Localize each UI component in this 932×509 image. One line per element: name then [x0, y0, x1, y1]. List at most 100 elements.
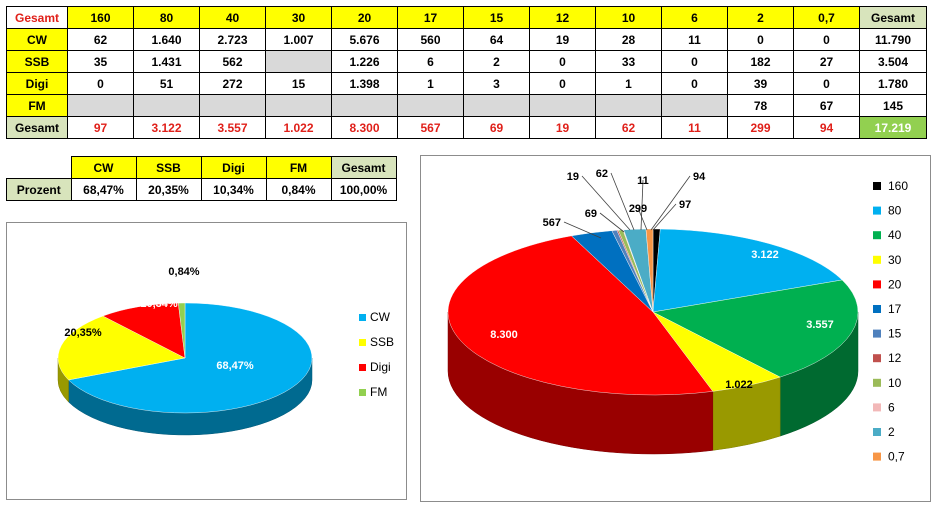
- table-cell: 560: [397, 28, 464, 51]
- blank-cell: [7, 157, 72, 179]
- table-row: SSB 35 1.431 562 1.226 6 2 0 33 0 182 27 3.504: [6, 50, 927, 73]
- percent-value: 10,34%: [200, 178, 267, 201]
- row-label: CW: [6, 28, 68, 51]
- legend-entry: 2: [888, 425, 895, 439]
- table-cell: 1.431: [133, 50, 200, 73]
- table-cell: 0: [67, 72, 134, 95]
- table-cell: 51: [133, 72, 200, 95]
- total-cell: 3.557: [199, 116, 266, 139]
- row-total: 3.504: [859, 50, 927, 73]
- legend-entry: 17: [888, 302, 902, 316]
- percent-row-label: Prozent: [6, 178, 72, 201]
- table-cell: [199, 94, 266, 117]
- total-cell: 8.300: [331, 116, 398, 139]
- percent-table: CW SSB Digi FM Gesamt Prozent 68,47% 20,35% 10,3…: [6, 156, 397, 201]
- legend-entry: 12: [888, 351, 902, 365]
- column-header: 6: [661, 6, 728, 29]
- percent-header: Digi: [200, 156, 267, 179]
- legend-swatch: [359, 339, 366, 346]
- column-header: 17: [397, 6, 464, 29]
- legend-swatch: [873, 403, 881, 412]
- legend-swatch: [873, 378, 881, 387]
- pie-slice-CW: [68, 302, 313, 414]
- column-header: 0,7: [793, 6, 860, 29]
- legend-swatch: [873, 182, 881, 190]
- table-cell: [331, 94, 398, 117]
- table-cell: 67: [793, 94, 860, 117]
- row-label: FM: [6, 94, 68, 117]
- mode-pie-chart: 68,47% 20,35% 10,34% 0,84% CW SSB Digi FM: [6, 222, 407, 500]
- percent-row: Prozent 68,47% 20,35% 10,34% 0,84% 100,00%: [6, 178, 397, 201]
- pie-slice-Digi: [102, 302, 186, 359]
- legend-entry: 160: [888, 179, 908, 193]
- table-cell: [595, 94, 662, 117]
- data-label: 3.557: [806, 319, 834, 331]
- pie-slice-SSB: [57, 315, 186, 381]
- legend-swatch: [873, 280, 881, 289]
- table-cell: 0: [793, 72, 860, 95]
- table-cell: 2.723: [199, 28, 266, 51]
- table-cell: 3: [463, 72, 530, 95]
- table-cell: 1.398: [331, 72, 398, 95]
- total-cell: 19: [529, 116, 596, 139]
- mode-pie-svg: 68,47% 20,35% 10,34% 0,84% CW SSB Digi FM: [57, 266, 394, 436]
- total-cell: 69: [463, 116, 530, 139]
- percent-header: SSB: [135, 156, 202, 179]
- data-label: 97: [679, 199, 691, 211]
- percent-header: FM: [265, 156, 332, 179]
- table-cell: [265, 50, 332, 73]
- data-label: 69: [585, 208, 597, 220]
- grand-total: 17.219: [859, 116, 927, 139]
- percent-header-row: CW SSB Digi FM Gesamt: [7, 156, 397, 179]
- pie-slice-0,7: [645, 228, 654, 313]
- data-label: 94: [693, 171, 706, 183]
- percent-header: CW: [70, 156, 137, 179]
- leader-line: [652, 203, 677, 231]
- percent-value: 0,84%: [265, 178, 332, 201]
- table-cell: 1: [397, 72, 464, 95]
- table-cell: [133, 94, 200, 117]
- table-row: Digi 0 51 272 15 1.398 1 3 0 1 0 39 0 1.780: [6, 72, 927, 95]
- total-row: Gesamt 97 3.122 3.557 1.022 8.300 567 69 19 62 11 2…: [6, 116, 927, 139]
- table-cell: [67, 94, 134, 117]
- table-cell: 0: [529, 72, 596, 95]
- legend-entry: 10: [888, 376, 902, 390]
- leader-line: [599, 212, 625, 233]
- row-label: Digi: [6, 72, 68, 95]
- data-label: 11: [637, 175, 649, 187]
- table-cell: 272: [199, 72, 266, 95]
- table-cell: 15: [265, 72, 332, 95]
- pie-slices: [57, 302, 313, 414]
- table-row: CW 62 1.640 2.723 1.007 5.676 560 64 19 28 11 0 0 11.…: [6, 28, 927, 51]
- column-header: 12: [529, 6, 596, 29]
- legend-entry: Digi: [370, 360, 391, 374]
- corner-cell: Gesamt: [6, 6, 68, 29]
- pie-slice-40: [652, 279, 859, 378]
- data-label: 19: [567, 171, 579, 183]
- data-label: 68,47%: [216, 360, 254, 372]
- column-header: 40: [199, 6, 266, 29]
- table-cell: 64: [463, 28, 530, 51]
- table-cell: 1.007: [265, 28, 332, 51]
- legend-swatch: [873, 354, 881, 363]
- legend-entry: 0,7: [888, 450, 905, 464]
- table-cell: 6: [397, 50, 464, 73]
- table-cell: 562: [199, 50, 266, 73]
- column-header: 15: [463, 6, 530, 29]
- table-cell: 1.640: [133, 28, 200, 51]
- legend-swatch: [873, 255, 881, 264]
- data-label: 567: [543, 217, 561, 229]
- legend-entry: 40: [888, 228, 902, 242]
- total-cell: 62: [595, 116, 662, 139]
- column-header: 160: [67, 6, 134, 29]
- legend-swatch: [873, 305, 881, 313]
- leader-line: [650, 175, 691, 231]
- legend-entry: 6: [888, 400, 895, 414]
- table-cell: 5.676: [331, 28, 398, 51]
- column-header: 2: [727, 6, 794, 29]
- percent-value: 68,47%: [70, 178, 137, 201]
- data-label: 299: [629, 203, 647, 215]
- total-cell: 3.122: [133, 116, 200, 139]
- column-header: 20: [331, 6, 398, 29]
